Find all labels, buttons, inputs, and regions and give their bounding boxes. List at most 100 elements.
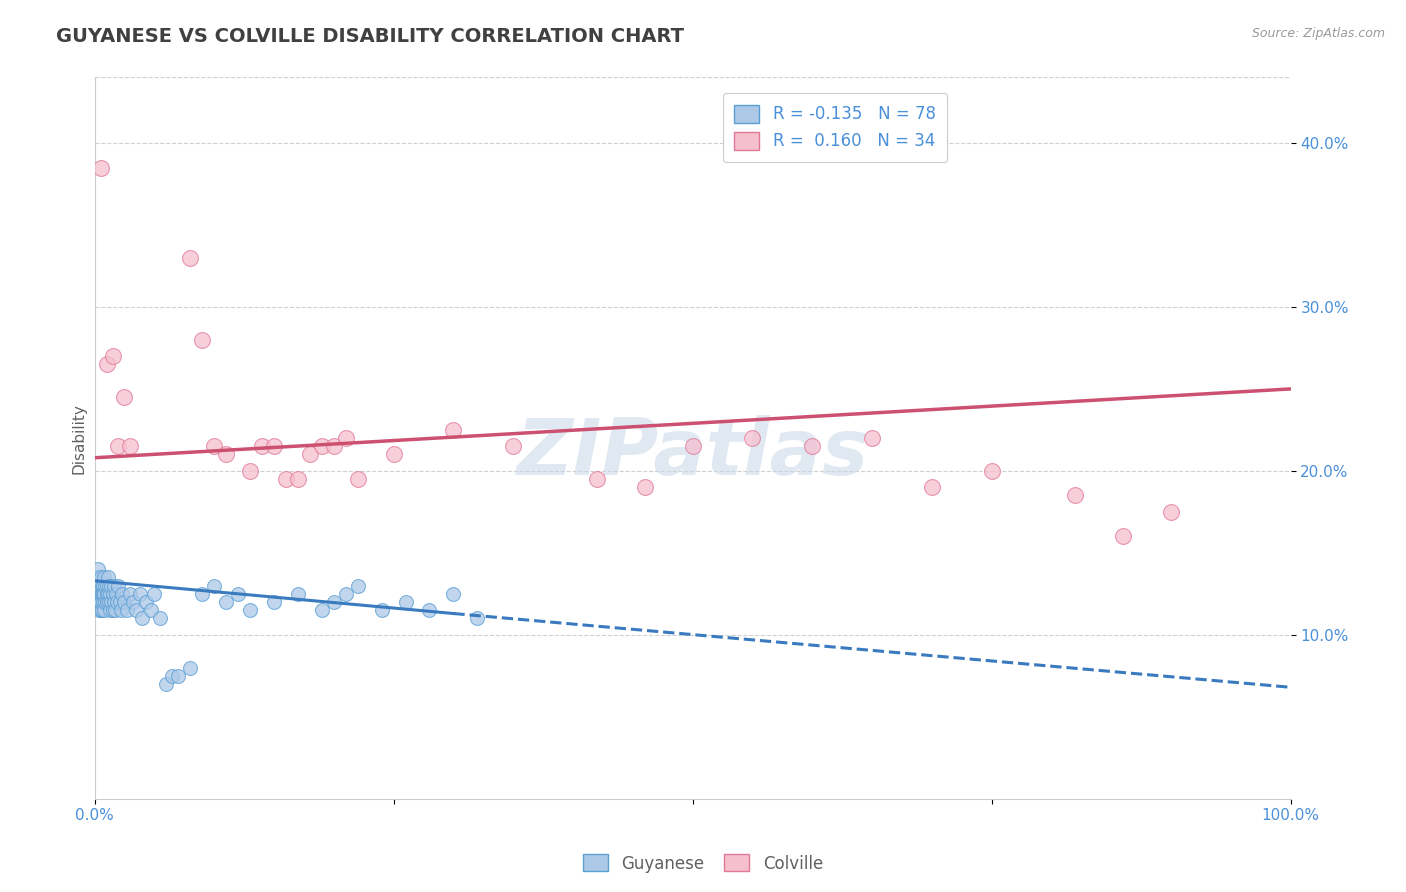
Point <box>335 587 357 601</box>
Point <box>346 472 368 486</box>
Point <box>97 587 120 601</box>
Point <box>239 464 262 478</box>
Point <box>921 480 943 494</box>
Point <box>97 595 120 609</box>
Point <box>382 448 405 462</box>
Point <box>741 431 763 445</box>
Point <box>105 587 128 601</box>
Point <box>311 603 333 617</box>
Point <box>287 587 309 601</box>
Point <box>287 472 309 486</box>
Point <box>89 595 111 609</box>
Point <box>100 595 122 609</box>
Point <box>90 603 112 617</box>
Point <box>634 480 657 494</box>
Point <box>215 595 238 609</box>
Point <box>162 669 184 683</box>
Point <box>89 587 111 601</box>
Point <box>103 595 125 609</box>
Point <box>90 595 112 609</box>
Point <box>1112 529 1135 543</box>
Point <box>114 595 136 609</box>
Point <box>89 579 111 593</box>
Point <box>298 448 321 462</box>
Point <box>191 333 214 347</box>
Point <box>322 595 344 609</box>
Point <box>121 595 143 609</box>
Point <box>239 603 262 617</box>
Point <box>801 439 824 453</box>
Point <box>104 603 127 617</box>
Text: GUYANESE VS COLVILLE DISABILITY CORRELATION CHART: GUYANESE VS COLVILLE DISABILITY CORRELAT… <box>56 27 685 45</box>
Point <box>101 603 124 617</box>
Point <box>96 357 118 371</box>
Point <box>98 603 121 617</box>
Point <box>682 439 704 453</box>
Point <box>125 603 148 617</box>
Point <box>149 611 172 625</box>
Point <box>108 595 131 609</box>
Point <box>139 603 162 617</box>
Point <box>101 587 124 601</box>
Point <box>87 595 110 609</box>
Point <box>101 349 124 363</box>
Point <box>90 603 112 617</box>
Point <box>93 603 115 617</box>
Point <box>97 570 120 584</box>
Point <box>87 579 110 593</box>
Legend: Guyanese, Colville: Guyanese, Colville <box>576 847 830 880</box>
Point <box>394 595 416 609</box>
Point <box>90 161 112 175</box>
Point <box>167 669 190 683</box>
Point <box>179 251 201 265</box>
Point <box>91 595 114 609</box>
Point <box>89 603 111 617</box>
Point <box>120 439 142 453</box>
Point <box>441 423 464 437</box>
Point <box>1064 488 1087 502</box>
Point <box>107 579 129 593</box>
Point <box>91 579 114 593</box>
Point <box>215 448 238 462</box>
Point <box>94 595 117 609</box>
Point <box>97 579 120 593</box>
Point <box>96 595 118 609</box>
Point <box>120 587 142 601</box>
Point <box>131 611 153 625</box>
Point <box>86 587 108 601</box>
Point <box>115 603 138 617</box>
Point <box>114 390 136 404</box>
Point <box>86 570 108 584</box>
Point <box>335 431 357 445</box>
Y-axis label: Disability: Disability <box>72 402 86 474</box>
Point <box>370 603 392 617</box>
Point <box>143 587 166 601</box>
Point <box>322 439 344 453</box>
Point <box>93 587 115 601</box>
Point <box>586 472 609 486</box>
Point <box>90 570 112 584</box>
Point <box>202 439 225 453</box>
Point <box>129 587 152 601</box>
Point <box>980 464 1002 478</box>
Point <box>226 587 249 601</box>
Point <box>94 579 117 593</box>
Point <box>90 579 112 593</box>
Point <box>441 587 464 601</box>
Point <box>96 587 118 601</box>
Point <box>465 611 488 625</box>
Point <box>105 595 128 609</box>
Text: ZIPatlas: ZIPatlas <box>516 415 869 491</box>
Point <box>250 439 273 453</box>
Point <box>103 579 125 593</box>
Point <box>418 603 440 617</box>
Text: Source: ZipAtlas.com: Source: ZipAtlas.com <box>1251 27 1385 40</box>
Point <box>155 677 177 691</box>
Point <box>263 439 285 453</box>
Point <box>110 603 132 617</box>
Legend: R = -0.135   N = 78, R =  0.160   N = 34: R = -0.135 N = 78, R = 0.160 N = 34 <box>723 93 948 162</box>
Point <box>93 570 115 584</box>
Point <box>502 439 524 453</box>
Point <box>96 579 118 593</box>
Point <box>202 579 225 593</box>
